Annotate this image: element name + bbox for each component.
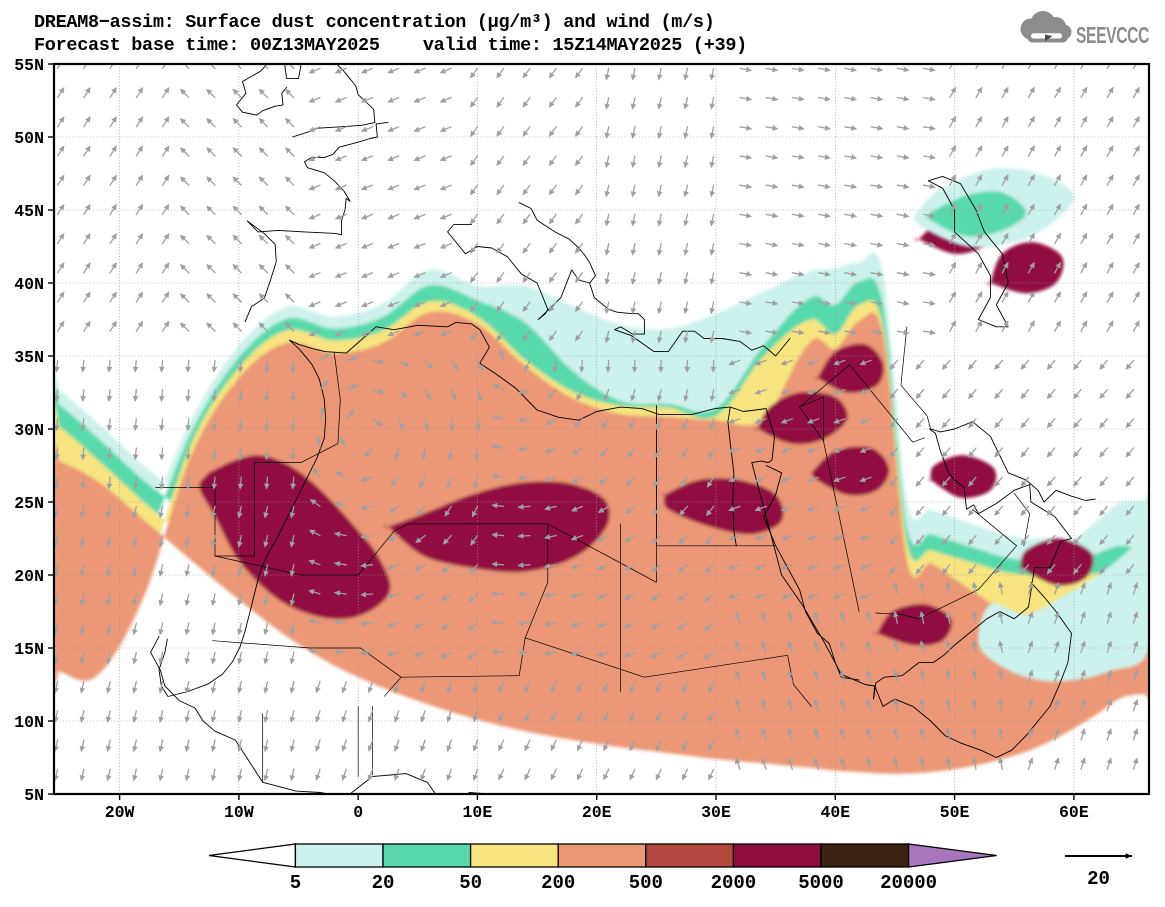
svg-text:5000: 5000 [798,872,844,894]
svg-text:20E: 20E [582,803,612,822]
svg-text:55N: 55N [14,56,44,75]
svg-text:20W: 20W [105,803,135,822]
svg-text:15N: 15N [14,640,44,659]
svg-text:35N: 35N [14,348,44,367]
svg-text:30N: 30N [14,421,44,440]
svg-text:10W: 10W [224,803,254,822]
svg-text:20: 20 [1087,868,1110,890]
svg-text:0: 0 [353,803,363,822]
svg-text:20: 20 [372,872,395,894]
svg-text:2000: 2000 [711,872,757,894]
svg-text:20000: 20000 [880,872,937,894]
svg-text:5N: 5N [24,786,44,805]
svg-text:500: 500 [629,872,663,894]
svg-text:45N: 45N [14,202,44,221]
svg-text:20N: 20N [14,567,44,586]
svg-text:25N: 25N [14,494,44,513]
svg-text:30E: 30E [701,803,731,822]
svg-text:10N: 10N [14,713,44,732]
svg-text:60E: 60E [1059,803,1089,822]
svg-text:50: 50 [459,872,482,894]
svg-text:40N: 40N [14,275,44,294]
svg-text:40E: 40E [820,803,850,822]
svg-text:5: 5 [290,872,301,894]
svg-text:50N: 50N [14,129,44,148]
svg-text:50E: 50E [940,803,970,822]
svg-text:SEEVCCC: SEEVCCC [1076,22,1149,48]
svg-text:10E: 10E [463,803,493,822]
svg-text:200: 200 [541,872,575,894]
